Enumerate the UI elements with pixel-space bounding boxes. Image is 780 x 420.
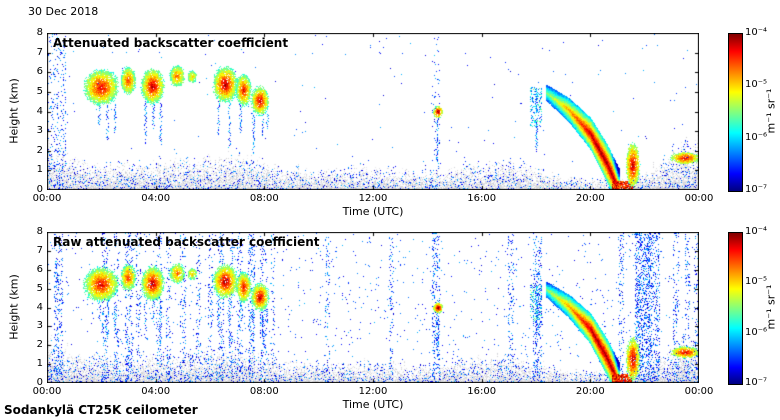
- x-tick-label: 16:00: [467, 386, 497, 397]
- heatmap-attenuated-backscatter: [47, 33, 699, 190]
- y-tick-label: 3: [36, 320, 43, 332]
- y-tick-label: 1: [36, 358, 43, 370]
- y-tick-label: 8: [36, 226, 43, 237]
- x-tick-label: 00:00: [684, 386, 714, 397]
- x-tick-label: 04:00: [141, 386, 171, 397]
- colorbar-tick-label: 10⁻⁶: [745, 326, 768, 338]
- x-tick-label: 12:00: [358, 193, 388, 204]
- x-tick-label: 16:00: [467, 193, 497, 204]
- y-tick-label: 6: [36, 66, 43, 78]
- panel-title-raw: Raw attenuated backscatter coefficient: [53, 235, 320, 249]
- colorbar-units-top: m⁻¹ sr⁻¹: [764, 88, 778, 134]
- colorbar-top: [728, 33, 743, 192]
- y-axis-label-bottom: Height (km): [7, 274, 21, 340]
- colorbar-tick-label: 10⁻⁷: [745, 184, 768, 195]
- heatmap-raw-attenuated-backscatter: [47, 232, 699, 383]
- y-tick-label: 7: [36, 46, 43, 58]
- y-axis-label-top: Height (km): [7, 78, 21, 144]
- x-tick-label: 04:00: [141, 193, 171, 204]
- x-tick-label: 12:00: [358, 386, 388, 397]
- y-tick-label: 5: [36, 85, 43, 97]
- x-tick-label: 08:00: [249, 386, 279, 397]
- panel-title-attenuated: Attenuated backscatter coefficient: [53, 36, 289, 50]
- x-axis-label-bottom: Time (UTC): [342, 398, 404, 411]
- x-tick-label: 00:00: [32, 386, 62, 397]
- footer-instrument-label: Sodankylä CT25K ceilometer: [4, 403, 198, 417]
- x-tick-label: 00:00: [684, 193, 714, 204]
- colorbar-tick-label: 10⁻⁵: [745, 276, 768, 288]
- colorbar-tick-label: 10⁻⁷: [745, 377, 768, 388]
- x-tick-label: 08:00: [249, 193, 279, 204]
- colorbar-tick-label: 10⁻⁴: [745, 226, 768, 237]
- x-tick-label: 00:00: [32, 193, 62, 204]
- colorbar-tick-label: 10⁻⁴: [745, 27, 768, 38]
- colorbar-tick-label: 10⁻⁶: [745, 131, 768, 143]
- colorbar-tick-label: 10⁻⁵: [745, 79, 768, 91]
- x-tick-label: 20:00: [575, 193, 605, 204]
- y-tick-label: 1: [36, 164, 43, 176]
- colorbar-bottom: [728, 232, 743, 385]
- x-tick-label: 20:00: [575, 386, 605, 397]
- y-tick-label: 6: [36, 263, 43, 275]
- y-tick-label: 2: [36, 339, 43, 351]
- y-tick-label: 4: [36, 105, 43, 117]
- y-tick-label: 5: [36, 282, 43, 294]
- colorbar-units-bottom: m⁻¹ sr⁻¹: [764, 284, 778, 330]
- y-tick-label: 8: [36, 27, 43, 38]
- y-tick-label: 7: [36, 244, 43, 256]
- y-tick-label: 4: [36, 301, 43, 313]
- date-label: 30 Dec 2018: [28, 5, 99, 18]
- y-tick-label: 3: [36, 125, 43, 137]
- y-tick-label: 2: [36, 144, 43, 156]
- x-axis-label-top: Time (UTC): [342, 205, 404, 218]
- y-tick-label: 0: [36, 184, 43, 195]
- y-tick-label: 0: [36, 377, 43, 388]
